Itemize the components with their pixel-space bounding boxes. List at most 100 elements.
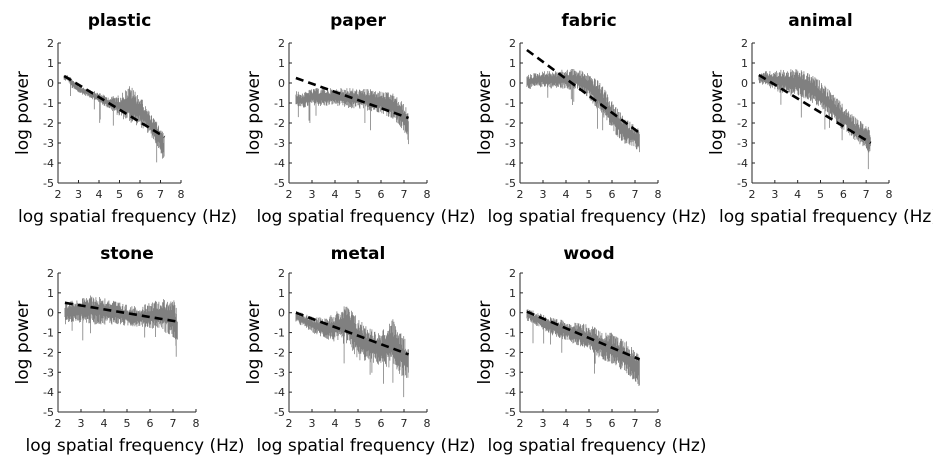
- y-tick-label: -5: [505, 177, 516, 190]
- y-tick-label: -2: [737, 117, 748, 130]
- x-tick-label: 4: [332, 188, 339, 201]
- y-tick-label: -4: [505, 386, 516, 399]
- x-tick-label: 4: [96, 188, 103, 201]
- y-tick-label: 2: [509, 37, 516, 50]
- chart-title: stone: [100, 244, 154, 264]
- x-tick-label: 3: [309, 188, 316, 201]
- x-tick-label: 6: [378, 188, 385, 201]
- y-tick-label: -1: [274, 97, 285, 110]
- y-tick-label: 1: [509, 287, 516, 300]
- y-tick-label: -4: [737, 157, 748, 170]
- y-axis-label: log power: [707, 71, 727, 155]
- x-tick-label: 2: [55, 188, 62, 201]
- y-tick-label: -1: [43, 97, 54, 110]
- y-tick-label: -3: [737, 137, 748, 150]
- x-tick-label: 5: [355, 417, 362, 430]
- chart-title: animal: [788, 11, 852, 31]
- y-tick-label: -3: [274, 366, 285, 379]
- y-tick-label: -1: [274, 327, 285, 340]
- x-axis-label: log spatial frequency (Hz): [719, 207, 933, 227]
- y-tick-label: -4: [274, 386, 285, 399]
- x-tick-label: 6: [378, 417, 385, 430]
- x-tick-label: 5: [586, 188, 593, 201]
- fit-line: [526, 48, 641, 135]
- x-axis-label: log spatial frequency (Hz): [257, 207, 476, 227]
- y-tick-label: -1: [505, 97, 516, 110]
- y-tick-label: 1: [47, 287, 54, 300]
- chart-title: plastic: [88, 11, 152, 31]
- y-tick-label: 0: [509, 307, 516, 320]
- y-tick-label: -5: [43, 406, 54, 419]
- y-tick-label: 2: [47, 37, 54, 50]
- y-tick-label: -5: [274, 406, 285, 419]
- x-tick-label: 8: [424, 417, 431, 430]
- x-axis-label: log spatial frequency (Hz): [26, 436, 245, 456]
- x-tick-label: 3: [540, 417, 547, 430]
- y-tick-label: -1: [505, 327, 516, 340]
- fit-line: [526, 310, 641, 361]
- y-tick-label: 2: [278, 37, 285, 50]
- x-tick-label: 5: [124, 417, 131, 430]
- y-tick-label: -2: [505, 117, 516, 130]
- y-tick-label: 2: [47, 267, 54, 280]
- x-tick-label: 7: [632, 188, 639, 201]
- x-tick-label: 4: [563, 188, 570, 201]
- x-tick-label: 6: [137, 188, 144, 201]
- x-tick-label: 5: [355, 188, 362, 201]
- y-tick-label: -2: [43, 346, 54, 359]
- y-tick-label: -3: [43, 137, 54, 150]
- x-tick-label: 8: [655, 417, 662, 430]
- fit-line: [295, 76, 410, 120]
- y-tick-label: -2: [505, 346, 516, 359]
- y-tick-label: -2: [43, 117, 54, 130]
- x-tick-label: 4: [563, 417, 570, 430]
- y-tick-label: -3: [43, 366, 54, 379]
- y-tick-label: -5: [274, 177, 285, 190]
- x-axis-label: log spatial frequency (Hz): [18, 207, 237, 227]
- y-tick-label: -5: [43, 177, 54, 190]
- x-tick-label: 6: [840, 188, 847, 201]
- x-tick-label: 5: [586, 417, 593, 430]
- x-tick-label: 2: [286, 188, 293, 201]
- y-tick-label: 2: [741, 37, 748, 50]
- y-tick-label: -3: [505, 366, 516, 379]
- y-tick-label: -1: [43, 327, 54, 340]
- y-axis-label: log power: [475, 301, 495, 385]
- chart-title: fabric: [561, 11, 616, 31]
- x-tick-label: 4: [332, 417, 339, 430]
- x-tick-label: 7: [632, 417, 639, 430]
- x-tick-label: 7: [157, 188, 164, 201]
- y-tick-label: 0: [47, 307, 54, 320]
- y-tick-label: 0: [509, 77, 516, 90]
- y-tick-label: 1: [47, 57, 54, 70]
- y-tick-label: 2: [278, 267, 285, 280]
- x-tick-label: 8: [193, 417, 200, 430]
- x-tick-label: 2: [517, 188, 524, 201]
- y-tick-label: -4: [43, 157, 54, 170]
- x-tick-label: 7: [401, 417, 408, 430]
- y-tick-label: 1: [509, 57, 516, 70]
- y-tick-label: 2: [509, 267, 516, 280]
- x-tick-label: 3: [540, 188, 547, 201]
- chart-title: metal: [331, 244, 386, 264]
- x-tick-label: 6: [609, 417, 616, 430]
- x-tick-label: 8: [886, 188, 893, 201]
- x-tick-label: 5: [116, 188, 123, 201]
- x-tick-label: 2: [286, 417, 293, 430]
- spectrum-band: [63, 75, 165, 163]
- y-tick-label: -5: [505, 406, 516, 419]
- y-tick-label: 0: [278, 307, 285, 320]
- y-tick-label: 1: [741, 57, 748, 70]
- y-tick-label: 1: [278, 57, 285, 70]
- y-tick-label: -3: [274, 137, 285, 150]
- x-tick-label: 6: [609, 188, 616, 201]
- x-tick-label: 7: [170, 417, 177, 430]
- y-tick-label: -2: [274, 117, 285, 130]
